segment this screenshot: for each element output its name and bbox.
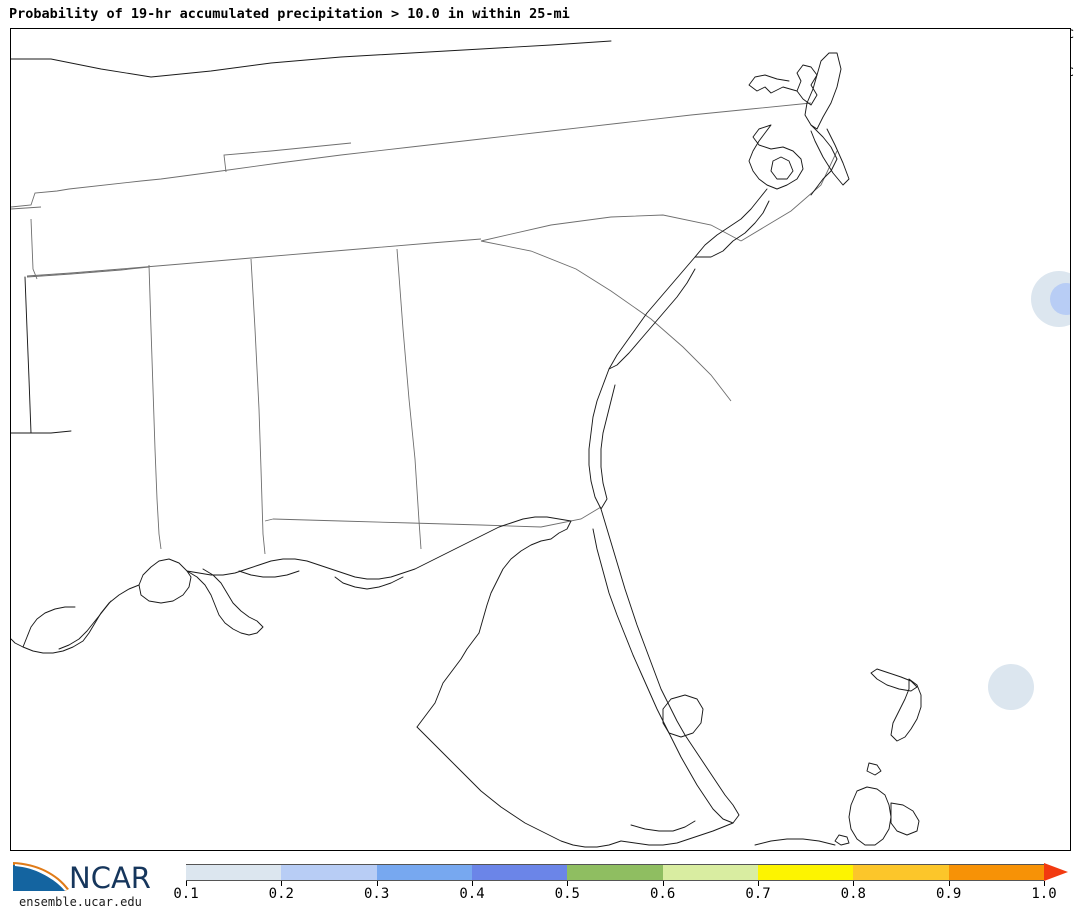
state-border-ms-al: [250, 258, 266, 555]
coast-la-delta: [186, 568, 264, 636]
colorbar-segment-0.9-1.0: [948, 864, 1044, 881]
colorbar-tick-label-0.6: 0.6: [650, 886, 676, 902]
colorbar-max-arrow: [1044, 863, 1068, 881]
lake-okeechobee: [662, 694, 704, 738]
state-border-la-ms: [148, 264, 162, 550]
map-frame[interactable]: [10, 28, 1071, 851]
colorbar-segment-0.2-0.3: [281, 864, 377, 881]
coast-ga-coast: [588, 368, 616, 510]
colorbar-tick-label-0.8: 0.8: [840, 886, 866, 902]
colorbar-tick-label-0.5: 0.5: [554, 886, 580, 902]
state-border-al-ga: [396, 248, 422, 550]
island-small-cay-2: [834, 834, 850, 846]
state-border-la-ar: [26, 266, 150, 278]
colorbar-tick-1.0: [1044, 881, 1045, 886]
page-title: Probability of 19-hr accumulated precipi…: [9, 6, 570, 22]
coast-pamlico-sound-inner: [770, 156, 794, 180]
coast-la-marsh: [58, 600, 112, 650]
state-border-va-nc: [11, 206, 42, 210]
colorbar-segment-0.7-0.8: [758, 864, 854, 881]
state-line-tx-la-north: [11, 430, 72, 434]
colorbar-segment-0.1-0.2: [186, 864, 282, 881]
state-border-ga-sc: [480, 240, 732, 402]
colorbar-segment-0.8-0.9: [853, 864, 949, 881]
coast-fl-florida-bay: [630, 820, 696, 832]
coast-sc-coast: [608, 256, 696, 370]
coastline-layer: [11, 40, 922, 848]
state-border-ky-tn: [11, 102, 812, 208]
probability-shading-layer: [988, 271, 1070, 710]
coast-fl-east: [592, 508, 740, 824]
colorbar-segment-0.6-0.7: [662, 864, 758, 881]
coast-chesapeake-bay-west: [748, 74, 798, 94]
state-border-tn-va: [223, 142, 352, 173]
state-border-sc-nc: [480, 214, 742, 242]
state-border-ga-fl: [272, 506, 602, 528]
coast-ms-barrier-islands: [238, 570, 300, 578]
coast-fl-tampa: [416, 632, 480, 728]
coast-la-pontchartrain: [138, 558, 192, 604]
ncar-url-label: ensemble.ucar.edu: [19, 895, 142, 909]
coast-tx-border: [11, 638, 24, 648]
coast-fl-panhandle: [318, 516, 572, 580]
coast-outer-banks: [810, 128, 850, 186]
colorbar-tick-0.1: [186, 881, 187, 886]
coast-va-nc-mainland: [810, 124, 838, 196]
coast-cuba-north: [754, 838, 836, 846]
coast-chesapeake-delmarva: [796, 64, 818, 106]
coast-tx-louisiana-inland: [22, 606, 76, 648]
coast-fl-west-bigbend: [478, 520, 572, 634]
coast-delmarva-outer: [804, 52, 842, 130]
island-grand-bahama: [870, 668, 918, 692]
state-border-al-fl-panhandle: [264, 518, 274, 522]
colorbar-tick-axis: 0.1 0.2 0.3 0.4 0.5 0.6 0.7 0.8 0.9 1.0: [173, 881, 1068, 909]
ncar-wordmark-text: NCAR: [69, 861, 151, 895]
coast-albemarle-pamlico: [748, 124, 804, 190]
island-abaco: [890, 678, 922, 742]
state-border-ar-ms: [30, 218, 38, 280]
colorbar-tick-0.7: [758, 881, 759, 886]
state-line-upper-left: [11, 40, 612, 78]
state-border-nc-va-coast: [740, 150, 838, 242]
island-andros: [848, 786, 892, 846]
state-border-tn-ms-al-ga: [26, 238, 482, 277]
colorbar-tick-0.9: [948, 881, 950, 886]
state-line-ar-la-mid: [24, 276, 32, 434]
colorbar-segment-0.4-0.5: [472, 864, 568, 881]
colorbar-tick-0.5: [567, 881, 569, 886]
island-new-providence: [890, 802, 920, 836]
island-small-cay-1: [866, 762, 882, 776]
colorbar-tick-label-0.3: 0.3: [364, 886, 390, 902]
colorbar-segment-0.5-0.6: [567, 864, 663, 881]
ncar-logo-mark: NCAR: [13, 861, 151, 895]
state-boundaries-layer: [11, 102, 838, 555]
map-canvas: [11, 40, 1070, 848]
coast-la-west: [22, 584, 140, 654]
coast-al-ms-sound: [186, 558, 320, 576]
colorbar-tick-label-0.1: 0.1: [173, 886, 199, 902]
coast-nc-sc-capes: [694, 188, 770, 258]
colorbar-segment-0.3-0.4: [376, 864, 472, 881]
colorbar-tick-0.6: [662, 881, 664, 886]
ncar-logo[interactable]: NCAR ensemble.ucar.edu: [5, 857, 177, 911]
colorbar-tick-label-1.0: 1.0: [1031, 886, 1057, 902]
prob-blob-atlantic-inner: [1050, 283, 1070, 315]
colorbar-tick-label-0.2: 0.2: [268, 886, 294, 902]
colorbar-tick-0.4: [472, 881, 473, 886]
coast-fl-keys: [620, 822, 734, 846]
colorbar-tick-0.8: [853, 881, 855, 886]
colorbar-tick-0.3: [376, 881, 378, 886]
colorbar: [186, 864, 1044, 881]
colorbar-tick-label-0.7: 0.7: [745, 886, 771, 902]
colorbar-tick-label-0.4: 0.4: [459, 886, 485, 902]
coast-fl-charlotte-harbor: [416, 726, 622, 848]
colorbar-tick-0.2: [281, 881, 283, 886]
coast-panhandle-barrier: [334, 576, 404, 590]
colorbar-tick-label-0.9: 0.9: [936, 886, 962, 902]
prob-blob-bahamas-outer: [988, 664, 1034, 710]
